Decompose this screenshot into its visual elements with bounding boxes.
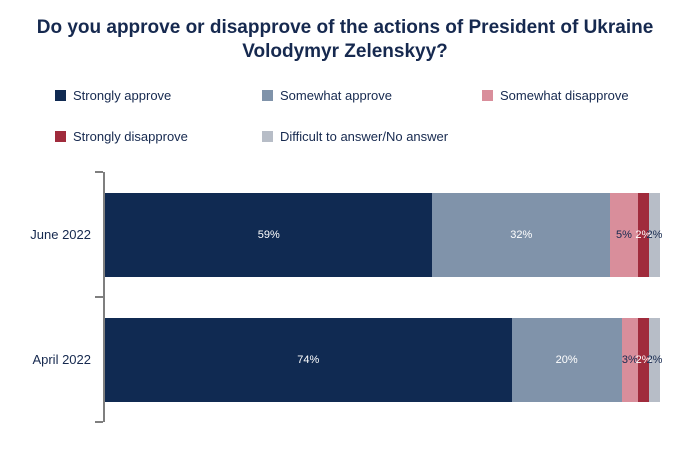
- legend-item-strongly-disapprove: Strongly disapprove: [55, 129, 262, 144]
- category-axis-labels: June 2022 April 2022: [0, 172, 103, 422]
- segment-value-label: 2%: [646, 353, 663, 366]
- legend-label: Difficult to answer/No answer: [280, 129, 449, 145]
- bar-segment-strongly-disapprove: 2%: [635, 317, 652, 402]
- segment-value-label: 2%: [635, 228, 652, 241]
- legend-swatch: [55, 90, 66, 102]
- bar-segment-strongly-disapprove: 2%: [635, 192, 652, 277]
- legend-item-difficult-to-answer-no-answer: Difficult to answer/No answer: [262, 129, 482, 144]
- segment-value-label: 2%: [635, 353, 652, 366]
- legend-item-somewhat-disapprove: Somewhat disapprove: [482, 88, 690, 103]
- stacked-bar: 59% 32% 5% 2% 2%: [105, 192, 663, 277]
- legend-label: Strongly approve: [73, 88, 172, 104]
- legend-swatch: [55, 131, 66, 143]
- legend-label: Somewhat approve: [280, 88, 393, 104]
- bar-segment-strongly-approve: 74%: [105, 317, 512, 402]
- segment-value-label: 20%: [555, 353, 578, 366]
- segment-value-label: 2%: [646, 228, 663, 241]
- chart-area: June 2022 April 2022 59% 32% 5% 2% 2% 74% 20% 3%…: [0, 171, 690, 424]
- chart-title: Do you approve or disapprove of the acti…: [36, 17, 654, 63]
- segment-value-label: 59%: [257, 228, 280, 241]
- bar-segment-somewhat-disapprove: 3%: [621, 317, 639, 402]
- segment-value-label: 5%: [615, 228, 632, 241]
- segment-value-label: 74%: [297, 353, 320, 366]
- bar-row-june-2022: 59% 32% 5% 2% 2%: [105, 172, 663, 297]
- bar-segment-somewhat-approve: 32%: [432, 192, 611, 277]
- segment-value-label: 32%: [510, 228, 533, 241]
- bar-segment-somewhat-disapprove: 5%: [610, 192, 638, 277]
- legend-label: Strongly disapprove: [73, 129, 188, 145]
- legend-swatch: [262, 131, 273, 143]
- bar-segment-difficult-to-answer-no-answer: 2%: [646, 192, 663, 277]
- legend-item-somewhat-approve: Somewhat approve: [262, 88, 482, 103]
- category-label-june-2022: June 2022: [30, 227, 91, 243]
- legend-swatch: [482, 90, 493, 102]
- legend-label: Somewhat disapprove: [500, 88, 629, 104]
- bar-segment-strongly-approve: 59%: [105, 192, 433, 277]
- bar-segment-difficult-to-answer-no-answer: 2%: [646, 317, 663, 402]
- stacked-bar: 74% 20% 3% 2% 2%: [105, 317, 663, 402]
- bar-segment-somewhat-approve: 20%: [511, 317, 622, 402]
- segment-value-label: 3%: [621, 353, 638, 366]
- legend: Strongly approve Somewhat approve Somewhat…: [55, 88, 690, 144]
- bar-row-april-2022: 74% 20% 3% 2% 2%: [105, 297, 663, 422]
- plot-area: 59% 32% 5% 2% 2% 74% 20% 3% 2% 2%: [95, 171, 663, 424]
- category-label-april-2022: April 2022: [32, 352, 91, 368]
- legend-swatch: [262, 90, 273, 102]
- legend-item-strongly-approve: Strongly approve: [55, 88, 262, 103]
- axis-tick: [95, 421, 103, 424]
- axis-tick: [95, 171, 103, 174]
- axis-tick: [95, 296, 103, 299]
